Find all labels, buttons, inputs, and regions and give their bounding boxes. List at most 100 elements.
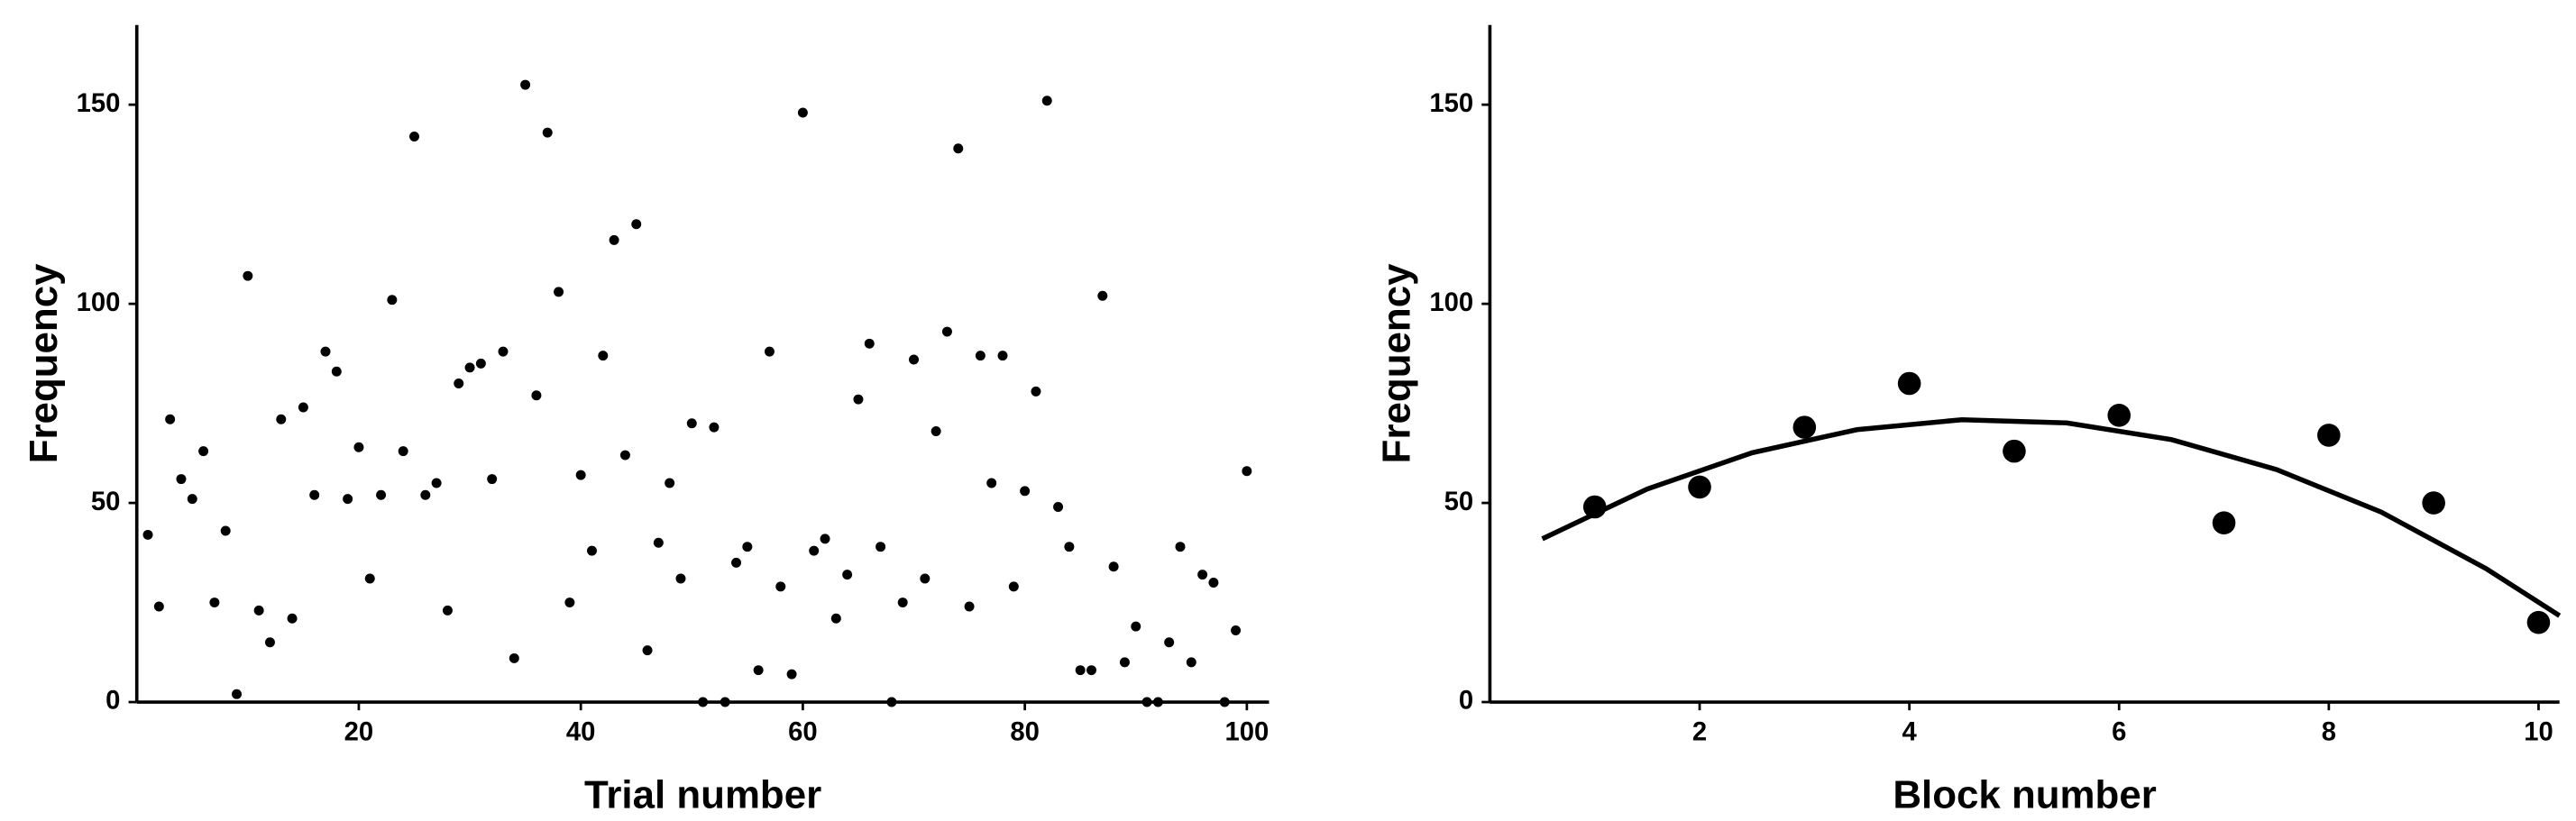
x-tick-label: 2 xyxy=(1692,717,1707,746)
x-tick-label: 80 xyxy=(1010,717,1040,746)
data-point xyxy=(165,414,176,424)
data-point xyxy=(875,542,886,552)
data-point xyxy=(1186,657,1196,668)
data-point xyxy=(886,697,897,707)
data-point xyxy=(343,494,353,505)
data-point xyxy=(353,442,364,452)
data-point xyxy=(1208,577,1219,588)
data-point xyxy=(298,402,308,413)
data-point xyxy=(609,234,619,245)
data-point xyxy=(376,489,387,500)
data-point xyxy=(320,346,331,357)
data-point xyxy=(364,573,375,584)
data-point xyxy=(264,637,275,648)
y-tick-label: 150 xyxy=(77,89,121,118)
data-point xyxy=(554,287,564,297)
data-point xyxy=(564,598,575,608)
data-point xyxy=(820,534,830,544)
data-point xyxy=(586,545,597,556)
data-point xyxy=(1086,665,1096,676)
data-point xyxy=(309,489,320,500)
data-point xyxy=(698,697,709,707)
data-point xyxy=(1688,475,1711,499)
data-point xyxy=(1197,570,1208,580)
data-point xyxy=(853,394,864,405)
data-point xyxy=(964,601,975,612)
data-point xyxy=(920,573,930,584)
data-point xyxy=(1064,542,1075,552)
data-point xyxy=(742,542,753,552)
data-point xyxy=(232,689,243,699)
data-point xyxy=(509,652,519,663)
data-point xyxy=(1164,637,1175,648)
x-tick-label: 6 xyxy=(2112,717,2126,746)
data-point xyxy=(1175,542,1186,552)
data-point xyxy=(941,326,952,337)
data-point xyxy=(520,79,531,90)
data-point xyxy=(575,470,586,480)
data-point xyxy=(243,270,253,281)
data-point xyxy=(686,418,697,429)
data-point xyxy=(1075,665,1086,676)
x-tick-label: 8 xyxy=(2322,717,2336,746)
y-tick-label: 100 xyxy=(1429,288,1473,317)
data-point xyxy=(709,422,720,433)
data-point xyxy=(1897,371,1921,396)
data-point xyxy=(498,346,509,357)
data-point xyxy=(842,570,853,580)
y-tick-label: 50 xyxy=(91,488,121,516)
data-point xyxy=(1097,290,1108,301)
data-point xyxy=(1231,625,1242,635)
data-point xyxy=(420,489,431,500)
data-point xyxy=(642,645,653,656)
y-tick-label: 100 xyxy=(77,288,121,317)
data-point xyxy=(786,669,797,680)
data-point xyxy=(387,295,398,306)
data-point xyxy=(797,107,808,118)
data-point xyxy=(997,351,1008,361)
x-tick-label: 40 xyxy=(566,717,596,746)
x-tick-label: 100 xyxy=(1224,717,1269,746)
data-point xyxy=(253,605,264,616)
data-point xyxy=(897,598,908,608)
data-point xyxy=(1792,415,1817,439)
data-point xyxy=(331,366,342,377)
data-point xyxy=(653,537,664,548)
y-axis-title: Frequency xyxy=(22,263,66,463)
data-point xyxy=(409,132,419,141)
data-point xyxy=(187,494,197,505)
data-point xyxy=(2107,404,2131,427)
data-point xyxy=(809,545,820,556)
data-point xyxy=(1020,486,1031,497)
data-point xyxy=(287,613,298,624)
data-point xyxy=(986,478,997,488)
data-point xyxy=(2526,610,2551,634)
data-point xyxy=(753,665,764,676)
data-point xyxy=(153,601,164,612)
data-point xyxy=(764,346,775,357)
data-point xyxy=(454,379,464,388)
data-point xyxy=(830,613,841,624)
data-point xyxy=(487,474,498,485)
data-point xyxy=(864,338,875,349)
data-point xyxy=(1131,621,1141,632)
data-point xyxy=(2317,424,2341,447)
data-point xyxy=(442,605,453,616)
data-point xyxy=(398,446,408,457)
y-tick-label: 50 xyxy=(1444,488,1474,516)
data-point xyxy=(731,557,742,568)
data-point xyxy=(1141,697,1152,707)
data-point xyxy=(1031,386,1041,397)
data-point xyxy=(1041,96,1052,106)
data-point xyxy=(1008,581,1019,592)
data-point xyxy=(1053,502,1064,512)
data-point xyxy=(2003,439,2026,463)
y-tick-label: 0 xyxy=(105,687,120,716)
data-point xyxy=(631,219,642,230)
data-point xyxy=(2212,511,2236,534)
data-point xyxy=(619,450,630,461)
data-point xyxy=(198,446,209,457)
data-point xyxy=(209,598,220,608)
y-axis-title: Frequency xyxy=(1374,263,1418,463)
x-axis-title: Block number xyxy=(1893,773,2156,817)
